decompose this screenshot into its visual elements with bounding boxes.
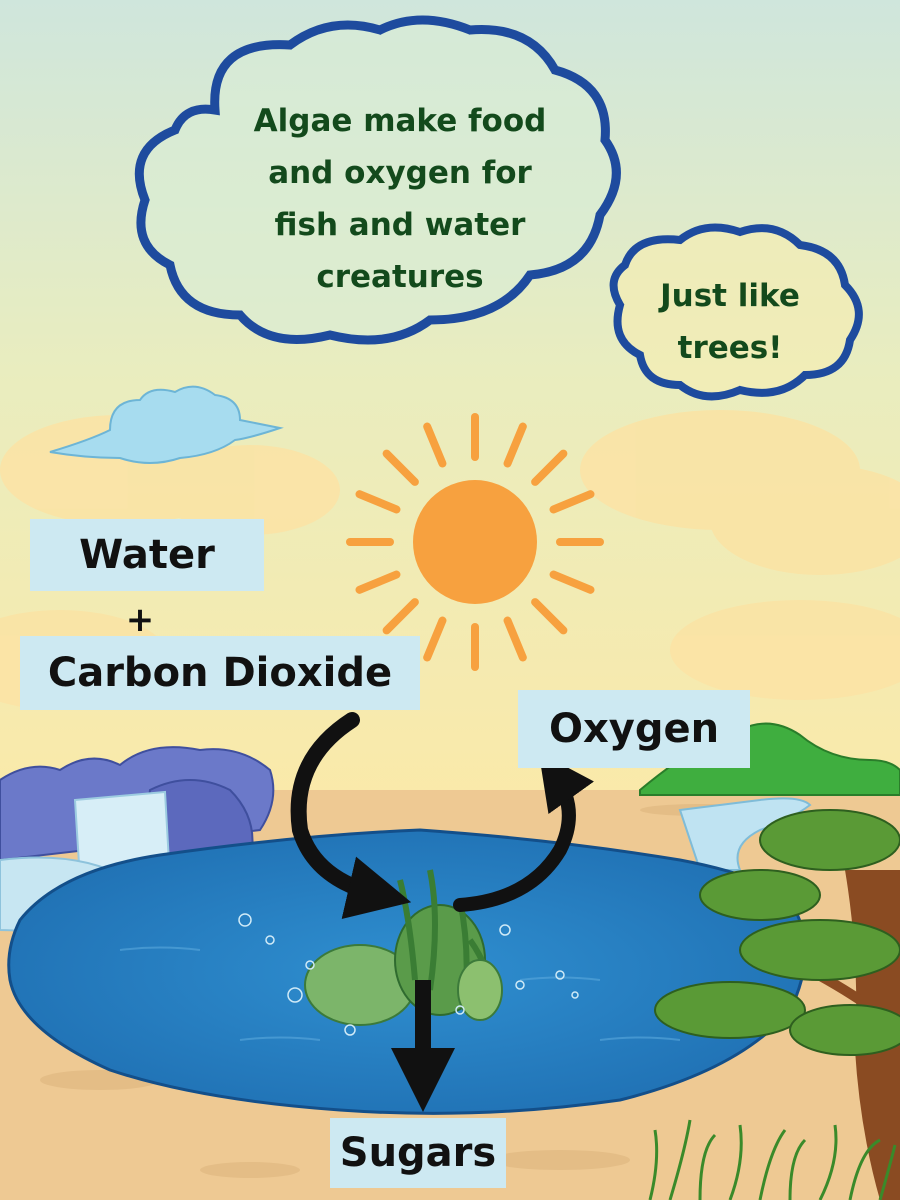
sun-ray [382, 449, 419, 486]
sun-ray [355, 570, 401, 594]
label-carbon-dioxide: Carbon Dioxide [20, 636, 420, 710]
bubbles [238, 913, 579, 1036]
lake-ripples [119, 946, 681, 1041]
callout-main-line-1: Algae make food [253, 103, 547, 139]
callout-main-line-3: fish and water [274, 207, 526, 243]
arrow-into-algae [290, 712, 412, 919]
arrow-to-oxygen [453, 752, 595, 912]
label-water: Water [30, 519, 264, 591]
sun [346, 413, 604, 671]
small-blue-cloud [49, 385, 284, 464]
sun-ray [423, 616, 447, 662]
label-oxygen: Oxygen [518, 690, 750, 768]
thought-cloud-small [609, 223, 863, 401]
sun-ray [531, 598, 568, 635]
callout-main-line-4: creatures [316, 259, 484, 295]
label-sugars: Sugars [330, 1118, 506, 1188]
sun-ray [549, 490, 595, 514]
label-plus: + [125, 600, 155, 640]
callout-small-text: Just like trees! [630, 270, 830, 374]
tree [654, 809, 900, 1200]
sun-ray [503, 422, 527, 468]
grass [648, 1119, 897, 1200]
callout-small-line-2: trees! [677, 330, 783, 366]
sun-ray [423, 422, 447, 468]
sun-ray [355, 490, 401, 514]
callout-small-line-1: Just like [660, 278, 800, 314]
callout-main-line-2: and oxygen for [268, 155, 532, 191]
sun-ray [531, 449, 568, 486]
sun-ray [549, 570, 595, 594]
thought-cloud-main [134, 15, 621, 345]
sun-ray [382, 598, 419, 635]
sun-ray [503, 616, 527, 662]
callout-main-text: Algae make food and oxygen for fish and … [235, 95, 565, 303]
